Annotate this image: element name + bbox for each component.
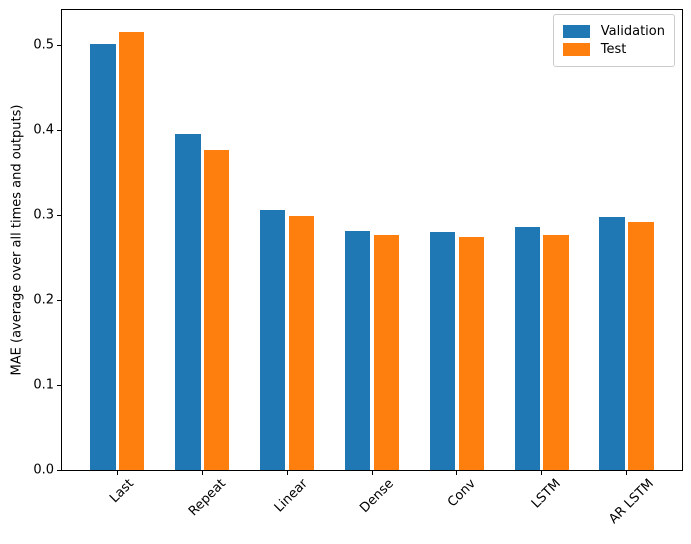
- x-tick-mark: [116, 471, 118, 475]
- bar-validation-repeat: [175, 133, 201, 470]
- legend-swatch-test: [562, 43, 590, 56]
- x-tick-label-linear: Linear: [271, 476, 312, 516]
- x-tick-label-lstm: LSTM: [528, 476, 565, 512]
- bar-test-ar-lstm: [628, 221, 654, 470]
- y-tick-mark: [57, 469, 61, 471]
- x-tick-label-last: Last: [107, 476, 137, 507]
- legend-entry-validation: Validation: [562, 24, 665, 39]
- plot-area: [61, 9, 683, 471]
- bar-test-last: [119, 31, 145, 470]
- legend-entry-test: Test: [562, 42, 665, 57]
- y-tick-label: 0.3: [33, 207, 54, 223]
- bar-test-conv: [458, 237, 485, 470]
- bar-validation-linear: [259, 210, 286, 470]
- x-tick-mark: [371, 471, 373, 475]
- bar-test-linear: [288, 216, 315, 470]
- y-tick-mark: [57, 44, 61, 46]
- bar-test-lstm: [543, 234, 569, 470]
- bar-validation-lstm: [514, 227, 541, 470]
- x-tick-mark: [201, 471, 203, 475]
- y-tick-label: 0.5: [33, 37, 54, 53]
- x-tick-label-conv: Conv: [444, 476, 479, 511]
- legend-swatch-validation: [562, 25, 590, 38]
- bar-validation-conv: [429, 232, 456, 470]
- y-tick-label: 0.2: [33, 292, 54, 308]
- bar-validation-dense: [344, 231, 371, 470]
- legend: Validation Test: [552, 14, 675, 67]
- bar-test-repeat: [203, 149, 230, 470]
- legend-label-validation: Validation: [600, 24, 665, 39]
- y-tick-label: 0.1: [33, 377, 54, 393]
- legend-label-test: Test: [600, 42, 627, 57]
- y-tick-mark: [57, 384, 61, 386]
- y-tick-mark: [57, 129, 61, 131]
- x-tick-label-ar-lstm: AR LSTM: [606, 476, 657, 528]
- bar-test-dense: [373, 234, 400, 470]
- bar-validation-last: [90, 44, 116, 470]
- y-tick-mark: [57, 299, 61, 301]
- y-tick-label: 0.4: [33, 122, 54, 138]
- y-axis-label: MAE (average over all times and outputs): [9, 104, 25, 376]
- x-tick-mark: [456, 471, 458, 475]
- y-tick-mark: [57, 214, 61, 216]
- x-tick-label-dense: Dense: [356, 476, 397, 516]
- x-tick-mark: [626, 471, 628, 475]
- x-tick-label-repeat: Repeat: [185, 476, 229, 520]
- bar-validation-ar-lstm: [599, 216, 625, 470]
- y-tick-label: 0.0: [33, 462, 54, 478]
- x-tick-mark: [286, 471, 288, 475]
- x-tick-mark: [541, 471, 543, 475]
